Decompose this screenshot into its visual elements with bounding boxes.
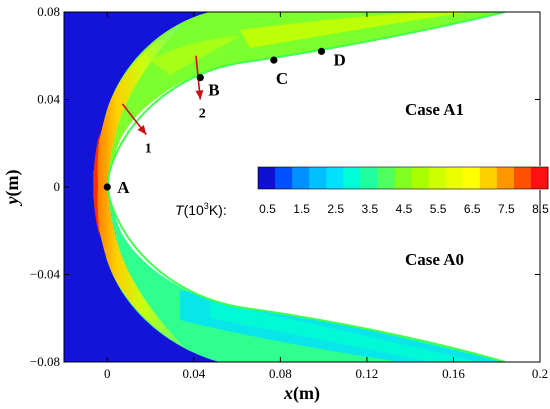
colorbar-swatch bbox=[496, 167, 515, 189]
colorbar-swatch bbox=[326, 167, 344, 189]
y-tick-label: −0.08 bbox=[30, 354, 60, 369]
wake-band-lower-inner bbox=[210, 302, 480, 362]
case-label-upper: Case A1 bbox=[405, 100, 464, 119]
colorbar-frame bbox=[257, 166, 549, 190]
probe-point-label: B bbox=[208, 81, 219, 100]
probe-point bbox=[317, 47, 326, 55]
colorbar bbox=[257, 166, 549, 190]
y-tick-label: 0 bbox=[54, 179, 61, 194]
probe-arrow-head bbox=[195, 90, 204, 100]
colorbar-tick-label: 2.5 bbox=[327, 202, 344, 216]
colorbar-swatch bbox=[445, 167, 464, 189]
colorbar-swatch bbox=[462, 167, 481, 189]
freestream-region bbox=[64, 12, 220, 362]
colorbar-tick-label: 1.5 bbox=[293, 202, 310, 216]
stagnation-core bbox=[93, 132, 100, 238]
probe-arrow-head bbox=[137, 124, 147, 135]
colorbar-swatch bbox=[530, 167, 549, 189]
probe-arrow-label: 2 bbox=[199, 107, 206, 122]
probe-point-label: D bbox=[333, 50, 345, 69]
y-tick-label: −0.04 bbox=[30, 267, 61, 282]
probe-point-label: A bbox=[117, 178, 130, 197]
colorbar-swatch bbox=[360, 167, 378, 189]
colorbar-swatch bbox=[343, 167, 361, 189]
probe-arrows: 12 bbox=[121, 55, 206, 157]
x-tick-label: 0.16 bbox=[442, 366, 465, 381]
colorbar-tick-label: 5.5 bbox=[430, 202, 447, 216]
y-axis-label: y(m) bbox=[2, 170, 23, 207]
colorbar-swatch bbox=[309, 167, 327, 189]
colorbar-title: T(103K): bbox=[175, 201, 227, 218]
stagnation-hot-band bbox=[93, 22, 185, 348]
warm-pocket-upper bbox=[240, 12, 470, 48]
colorbar-tick-label: 3.5 bbox=[362, 202, 379, 216]
probe-points: A B C D bbox=[103, 47, 346, 197]
colorbar-swatch bbox=[479, 167, 498, 189]
colorbar-swatch bbox=[292, 167, 310, 189]
x-tick-label: 0.04 bbox=[182, 366, 205, 381]
colorbar-tick-label: 8.5 bbox=[532, 202, 549, 216]
x-tick-label: 0.2 bbox=[532, 366, 548, 381]
colorbar-swatch bbox=[394, 167, 413, 189]
colorbar-swatch bbox=[513, 167, 532, 189]
x-axis-label: x(m) bbox=[283, 383, 320, 404]
colorbar-tick-label: 0.5 bbox=[259, 202, 276, 216]
probe-point bbox=[196, 74, 204, 82]
probe-point-label: C bbox=[276, 69, 288, 88]
colorbar-swatch bbox=[377, 167, 395, 189]
warm-pocket-upper-2 bbox=[150, 36, 240, 75]
y-tick-label: 0.08 bbox=[37, 4, 60, 19]
x-tick-label: 0.12 bbox=[356, 366, 379, 381]
colorbar-swatch bbox=[258, 167, 276, 189]
probe-point bbox=[103, 183, 111, 191]
colorbar-swatch bbox=[275, 167, 293, 189]
colorbar-tick-labels: 0.5 1.5 2.5 3.5 4.5 5.5 6.5 7.5 8.5 bbox=[259, 202, 549, 216]
colorbar-swatch bbox=[411, 167, 430, 189]
case-label-lower: Case A0 bbox=[405, 250, 464, 269]
colorbar-tick-label: 7.5 bbox=[498, 202, 515, 216]
colorbar-tick-label: 6.5 bbox=[464, 202, 481, 216]
x-axis-ticks: 0 0.04 0.08 0.12 0.16 0.2 bbox=[104, 12, 548, 381]
y-axis-ticks: 0.08 0.04 0 −0.04 −0.08 bbox=[30, 4, 540, 369]
x-tick-label: 0 bbox=[104, 366, 111, 381]
colorbar-tick-label: 4.5 bbox=[396, 202, 413, 216]
colorbar-swatch bbox=[428, 167, 447, 189]
x-tick-label: 0.08 bbox=[269, 366, 292, 381]
probe-point bbox=[270, 56, 278, 64]
probe-arrow-label: 1 bbox=[145, 142, 152, 157]
y-tick-label: 0.04 bbox=[37, 92, 60, 107]
